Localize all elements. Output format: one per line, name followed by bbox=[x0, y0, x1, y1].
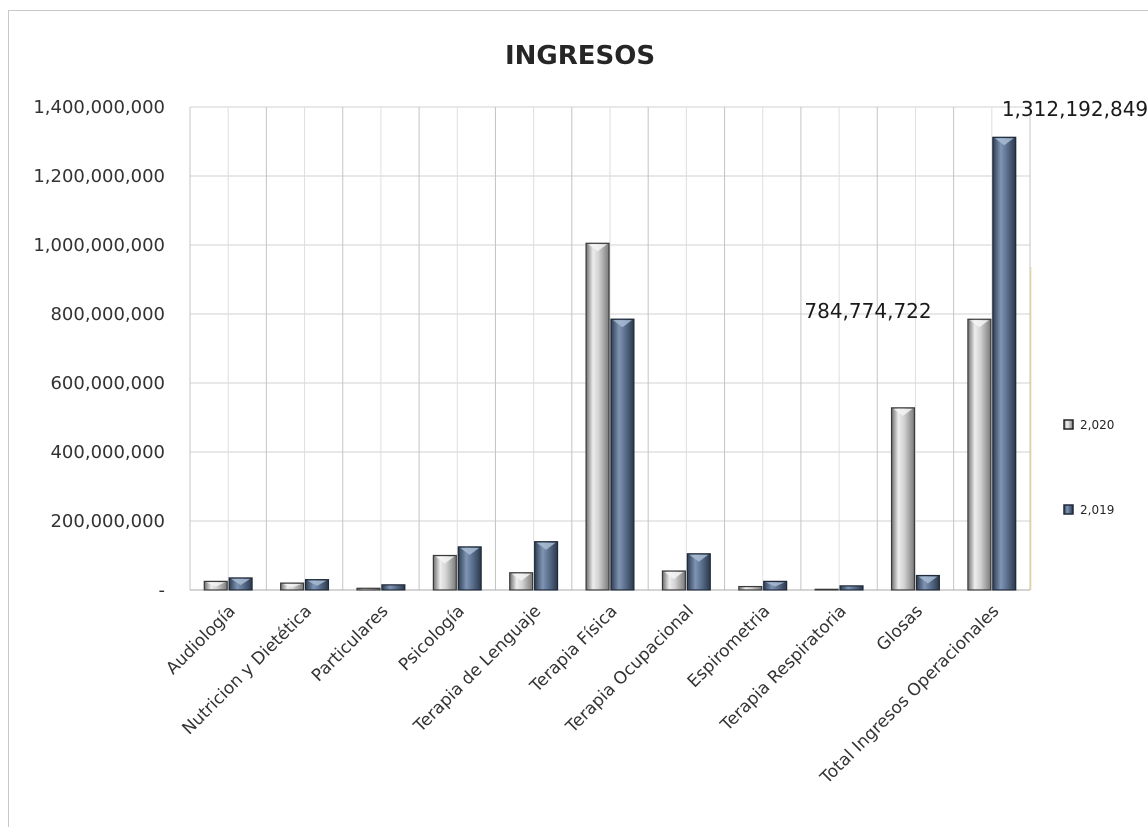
bar-1 bbox=[534, 541, 559, 591]
bars bbox=[203, 136, 1017, 591]
x-category-label: Terapia Respiratoria bbox=[716, 601, 850, 735]
x-category-label: Particulares bbox=[308, 601, 393, 686]
bar-0 bbox=[432, 554, 457, 591]
data-label: 1,312,192,849 bbox=[1002, 97, 1148, 121]
bar-0 bbox=[661, 570, 686, 591]
bar-0 bbox=[356, 587, 381, 591]
y-tick-label: 600,000,000 bbox=[50, 373, 165, 394]
bar-bevel bbox=[536, 542, 556, 550]
bar-bevel bbox=[511, 573, 531, 581]
bar-bevel bbox=[918, 576, 938, 584]
legend-swatch bbox=[1063, 419, 1074, 430]
bar-1 bbox=[686, 553, 711, 591]
y-tick-label: 200,000,000 bbox=[50, 511, 165, 532]
bar-1 bbox=[992, 136, 1017, 591]
legend-label: 2,020 bbox=[1080, 418, 1114, 432]
y-tick-label: 1,400,000,000 bbox=[33, 97, 165, 118]
x-category-label: Nutricion y Dietética bbox=[179, 601, 317, 739]
bar-0 bbox=[814, 588, 839, 591]
y-axis-ticks: - 200,000,000 400,000,000 600,000,000 800,00… bbox=[33, 97, 165, 601]
y-tick-label: 800,000,000 bbox=[50, 304, 165, 325]
bar-bevel bbox=[689, 554, 709, 562]
bar-bevel bbox=[664, 572, 684, 580]
x-category-label: Terapia de Lenguaje bbox=[409, 601, 545, 737]
bar-0 bbox=[967, 318, 992, 591]
x-category-label: Terapia Ocupacional bbox=[562, 601, 698, 737]
legend-swatch bbox=[1063, 504, 1074, 515]
bar-1 bbox=[839, 585, 864, 591]
bar-bevel bbox=[435, 556, 455, 564]
legend-label: 2,019 bbox=[1080, 503, 1114, 517]
y-tick-label: 400,000,000 bbox=[50, 442, 165, 463]
y-tick-label: 1,200,000,000 bbox=[33, 166, 165, 187]
bar-bevel bbox=[994, 138, 1014, 146]
bar-0 bbox=[890, 407, 916, 591]
bar-1 bbox=[381, 584, 406, 591]
gridlines bbox=[189, 106, 1032, 591]
bar-bevel bbox=[893, 408, 913, 416]
bar-0 bbox=[738, 585, 763, 591]
bar-bevel bbox=[282, 584, 302, 588]
bar-1 bbox=[457, 546, 482, 591]
y-tick-label: 1,000,000,000 bbox=[33, 235, 165, 256]
bar-bevel bbox=[588, 244, 607, 252]
bar-bevel bbox=[969, 320, 989, 328]
chart-frame bbox=[8, 10, 1148, 827]
data-labels: 784,774,722 1,312,192,849 bbox=[804, 97, 1148, 323]
x-category-label: Audiología bbox=[162, 601, 239, 678]
y-tick-label: - bbox=[159, 580, 166, 601]
x-category-label: Glosas bbox=[873, 601, 927, 655]
bar-bevel bbox=[765, 582, 785, 587]
data-label: 784,774,722 bbox=[804, 299, 931, 323]
bar-bevel bbox=[613, 320, 632, 328]
bar-0 bbox=[509, 572, 534, 591]
bar-0 bbox=[585, 242, 610, 591]
bar-bevel bbox=[307, 580, 327, 586]
bar-bevel bbox=[231, 578, 251, 586]
legend: 2,020 2,019 bbox=[1063, 418, 1114, 517]
bar-bevel bbox=[206, 582, 226, 587]
x-category-label: Psicología bbox=[395, 601, 469, 675]
bar-1 bbox=[610, 318, 635, 591]
bar-bevel bbox=[460, 547, 480, 555]
chart-title: INGRESOS bbox=[505, 41, 655, 71]
